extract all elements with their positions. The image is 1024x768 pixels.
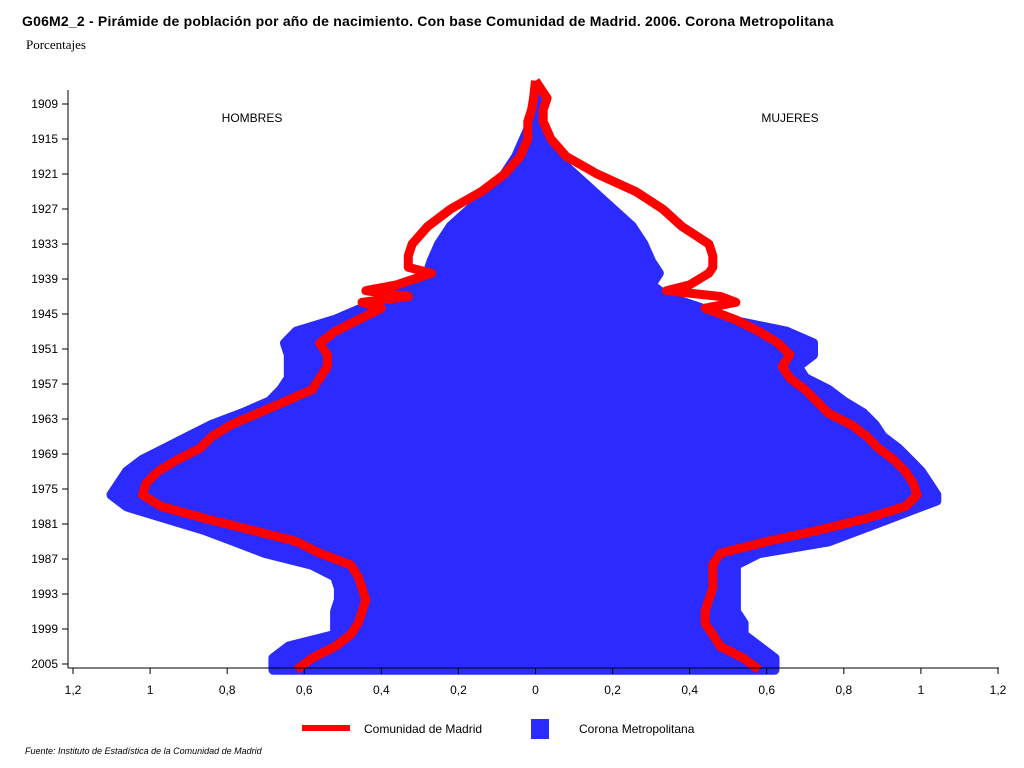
y-tick-label: 1957 bbox=[31, 377, 58, 391]
x-tick-label: 1,2 bbox=[65, 683, 82, 697]
y-tick-label: 1981 bbox=[31, 517, 58, 531]
y-tick-label: 1993 bbox=[31, 587, 58, 601]
y-tick-label: 1945 bbox=[31, 307, 58, 321]
x-tick-label: 1 bbox=[918, 683, 925, 697]
y-tick-label: 1969 bbox=[31, 447, 58, 461]
right-side-label: MUJERES bbox=[761, 111, 818, 125]
y-tick-label: 1939 bbox=[31, 272, 58, 286]
y-tick-label: 1921 bbox=[31, 167, 58, 181]
x-tick-label: 0,8 bbox=[835, 683, 852, 697]
y-tick-label: 1999 bbox=[31, 622, 58, 636]
legend-area-label: Corona Metropolitana bbox=[579, 722, 695, 736]
legend-line-swatch bbox=[302, 725, 350, 731]
legend-line-label: Comunidad de Madrid bbox=[364, 722, 482, 736]
line-layer bbox=[137, 78, 922, 674]
y-tick-label: 1915 bbox=[31, 132, 58, 146]
y-tick-label: 1909 bbox=[31, 97, 58, 111]
x-tick-label: 0,6 bbox=[296, 683, 313, 697]
x-tick-label: 1 bbox=[147, 683, 154, 697]
line-comunidad-madrid-men bbox=[137, 80, 540, 674]
y-tick-label: 1987 bbox=[31, 552, 58, 566]
line-comunidad-madrid-women bbox=[531, 78, 922, 674]
area-corona-metropolitana bbox=[106, 81, 942, 675]
area-layer bbox=[106, 81, 942, 675]
x-tick-label: 0,2 bbox=[604, 683, 621, 697]
x-tick-label: 0,4 bbox=[681, 683, 698, 697]
x-tick-label: 0 bbox=[532, 683, 539, 697]
y-tick-label: 1927 bbox=[31, 202, 58, 216]
chart-subtitle: Porcentajes bbox=[26, 37, 86, 52]
axes-layer: 1909 1915 1921 1927 1933 1939 1945 1951 1957 1963… bbox=[31, 90, 1007, 697]
legend-area-swatch bbox=[531, 719, 549, 739]
x-tick-label: 0,2 bbox=[450, 683, 467, 697]
left-side-label: HOMBRES bbox=[222, 111, 283, 125]
y-tick-label: 1951 bbox=[31, 342, 58, 356]
y-tick-label: 1975 bbox=[31, 482, 58, 496]
x-tick-label: 0,8 bbox=[219, 683, 236, 697]
chart-title: G06M2_2 - Pirámide de población por año … bbox=[22, 13, 834, 29]
y-tick-label: 2005 bbox=[31, 657, 58, 671]
y-tick-label: 1963 bbox=[31, 412, 58, 426]
x-tick-label: 0,4 bbox=[373, 683, 390, 697]
x-tick-label: 0,6 bbox=[758, 683, 775, 697]
source-note: Fuente: Instituto de Estadística de la C… bbox=[25, 746, 262, 756]
legend: Comunidad de Madrid Corona Metropolitana bbox=[302, 719, 695, 739]
x-tick-label: 1,2 bbox=[990, 683, 1007, 697]
y-tick-label: 1933 bbox=[31, 237, 58, 251]
